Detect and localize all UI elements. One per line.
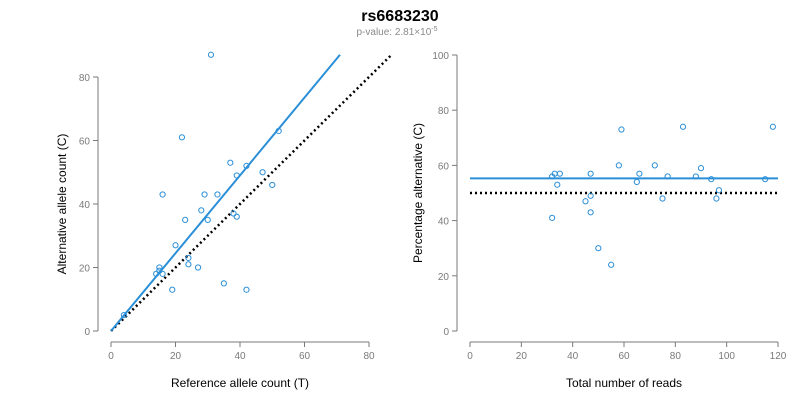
- data-point: [762, 176, 769, 183]
- y-tick-label: 100: [432, 51, 449, 62]
- data-point: [708, 176, 715, 183]
- x-tick-label: 20: [516, 351, 528, 362]
- y-tick-label: 0: [443, 327, 449, 338]
- data-point: [182, 216, 189, 223]
- fit-line: [110, 54, 341, 332]
- data-point: [618, 126, 625, 133]
- x-tick-label: 60: [299, 351, 311, 362]
- data-point: [659, 195, 666, 202]
- y-tick-label: 80: [79, 73, 91, 84]
- data-point: [275, 127, 282, 135]
- data-point: [556, 170, 563, 177]
- data-point: [259, 169, 266, 176]
- reference-line: [110, 53, 393, 332]
- data-point: [587, 209, 594, 216]
- x-tick-label: 100: [718, 351, 735, 362]
- x-axis-label: Total number of reads: [566, 376, 682, 390]
- y-tick-label: 40: [438, 217, 450, 228]
- p-value-text: p-value: 2.81×10: [356, 27, 431, 38]
- data-point: [615, 162, 622, 169]
- x-tick-label: 20: [170, 351, 182, 362]
- data-point: [595, 245, 602, 252]
- data-point: [554, 181, 561, 188]
- x-axis-label: Reference allele count (T): [171, 376, 309, 390]
- y-tick-label: 60: [438, 161, 450, 172]
- data-point: [549, 214, 556, 221]
- data-point: [230, 210, 237, 217]
- data-point: [233, 213, 240, 220]
- y-tick-label: 60: [79, 137, 91, 148]
- data-point: [651, 162, 658, 169]
- data-point: [185, 261, 192, 268]
- data-point: [159, 191, 166, 198]
- data-point: [587, 192, 594, 199]
- x-tick-label: 40: [567, 351, 579, 362]
- data-point: [153, 270, 160, 277]
- data-point: [582, 198, 589, 205]
- data-point: [204, 216, 211, 223]
- data-point: [227, 159, 234, 166]
- x-tick-label: 80: [670, 351, 682, 362]
- data-point: [159, 270, 166, 277]
- data-point: [769, 123, 776, 130]
- data-point: [214, 191, 221, 198]
- data-point: [587, 170, 594, 177]
- y-tick-label: 80: [438, 106, 450, 117]
- y-tick-label: 20: [438, 272, 450, 283]
- x-tick-label: 60: [618, 351, 630, 362]
- data-point: [220, 280, 227, 287]
- y-tick-label: 40: [79, 200, 91, 211]
- data-point: [269, 181, 276, 189]
- data-point: [664, 173, 671, 180]
- data-point: [178, 134, 186, 141]
- data-point: [243, 286, 250, 293]
- data-point: [243, 162, 250, 169]
- data-point: [156, 267, 163, 274]
- data-point: [692, 173, 699, 180]
- p-value-exponent: -5: [431, 26, 437, 33]
- chart-title: rs6683230: [361, 8, 439, 25]
- x-tick-label: 120: [770, 351, 787, 362]
- data-point: [233, 172, 240, 179]
- x-tick-label: 0: [108, 351, 114, 362]
- data-point: [172, 242, 179, 249]
- y-axis-label: Alternative allele count (C): [55, 134, 69, 275]
- data-point: [156, 264, 163, 271]
- y-tick-label: 0: [84, 327, 90, 338]
- data-point: [194, 264, 202, 271]
- data-point: [679, 123, 687, 130]
- data-point: [201, 191, 208, 198]
- y-axis-label: Percentage alternative (C): [411, 123, 425, 263]
- data-point: [207, 51, 215, 58]
- data-point: [713, 195, 720, 202]
- data-point: [697, 165, 705, 172]
- x-tick-label: 80: [363, 351, 375, 362]
- left-scatter-panel: 0 20 40 60 80 0 20 40 60 80 Reference allele count…: [55, 51, 393, 390]
- data-point: [633, 178, 640, 186]
- data-point: [120, 312, 128, 319]
- data-point: [198, 207, 205, 214]
- right-scatter-panel: 0 20 40 60 80 100 120 0 20 40 60 80 100 Total number …: [411, 51, 787, 390]
- x-tick-label: 0: [467, 351, 473, 362]
- data-point: [169, 286, 176, 293]
- data-point: [185, 254, 192, 262]
- chart-subtitle: p-value: 2.81×10-5: [356, 26, 437, 38]
- data-point: [636, 170, 643, 177]
- data-point: [608, 261, 615, 268]
- y-tick-label: 20: [79, 264, 91, 275]
- data-point: [715, 187, 723, 194]
- x-tick-label: 40: [234, 351, 246, 362]
